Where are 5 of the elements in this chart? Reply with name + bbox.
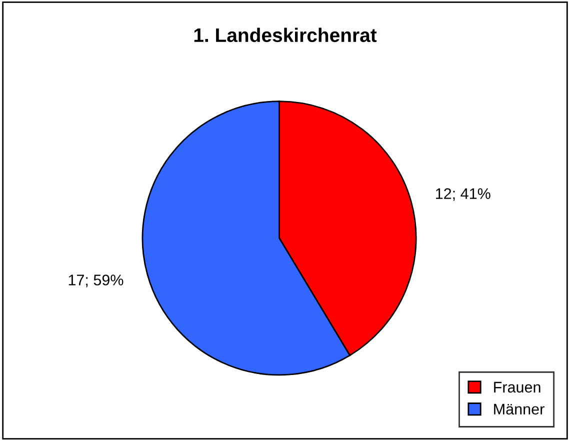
legend-label: Frauen — [494, 382, 540, 393]
chart-title: 1. Landeskirchenrat — [194, 28, 377, 42]
data-label: 12; 41% — [436, 188, 490, 201]
legend-label: Männer — [494, 404, 544, 415]
data-label: 17; 59% — [68, 274, 124, 288]
